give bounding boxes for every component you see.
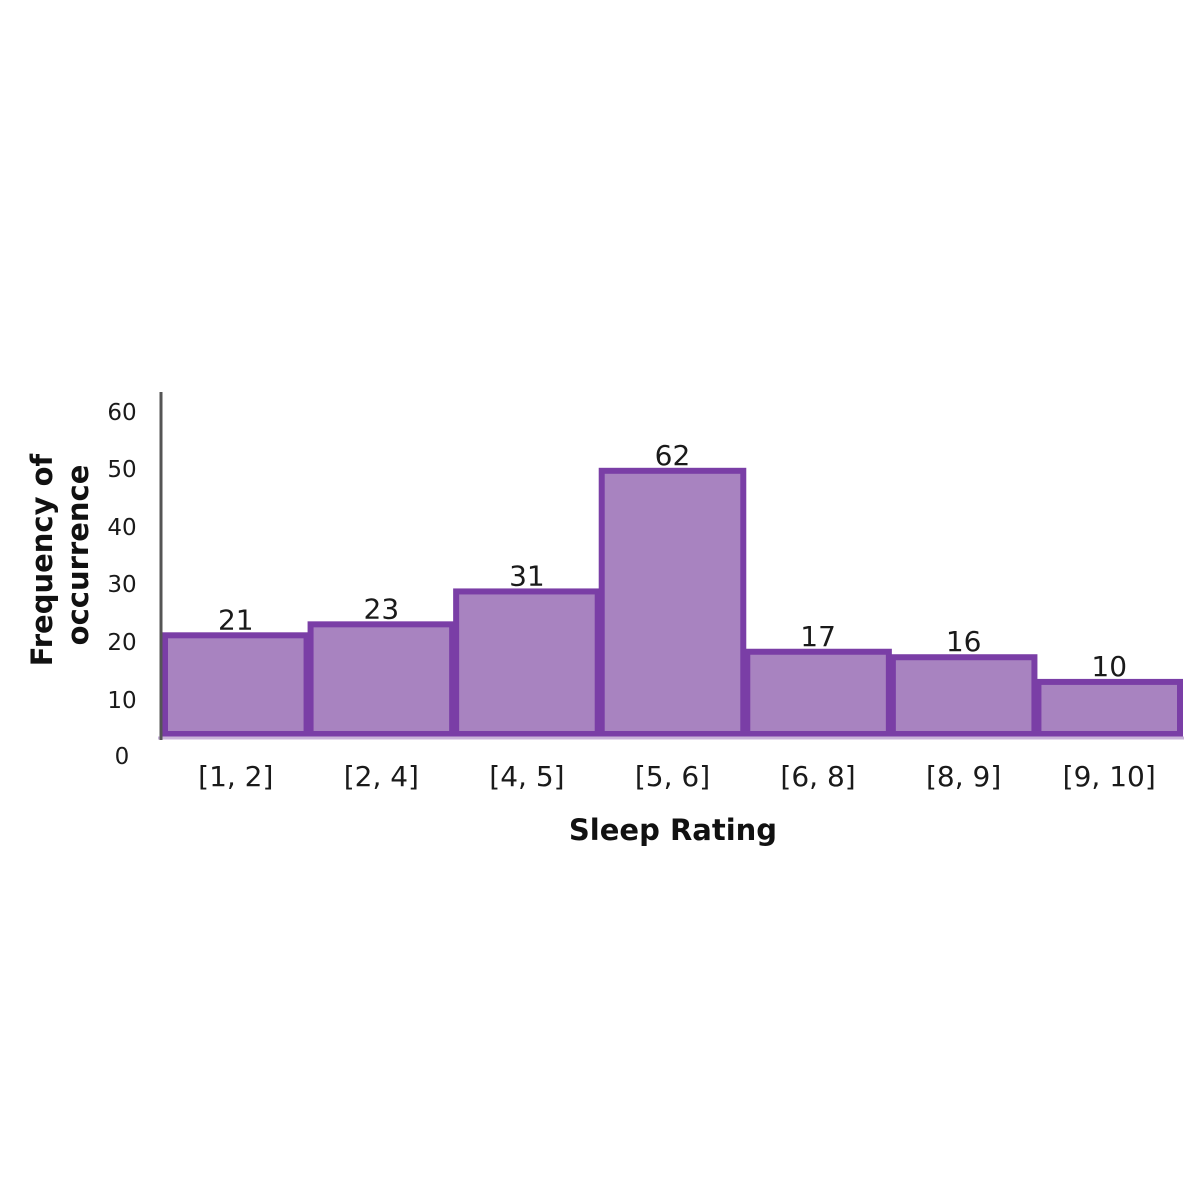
data-label: 31 (509, 559, 545, 592)
data-label: 23 (364, 592, 400, 625)
y-axis-title: Frequency of occurrence (25, 444, 95, 666)
data-label: 16 (946, 625, 982, 658)
y-tick-label: 40 (107, 515, 136, 541)
x-tick-labels: [1, 2] [2, 4] [4, 5] [5, 6] [6, 8] [8, 9] [9, … (198, 760, 1156, 793)
x-tick-label: [8, 9] (926, 760, 1001, 793)
x-tick-label: [4, 5] (489, 760, 564, 793)
bar-6 (889, 654, 1038, 738)
bar-2 (307, 621, 456, 737)
bars-layer (162, 467, 1184, 738)
data-label: 17 (800, 620, 836, 653)
x-tick-label: [1, 2] (198, 760, 273, 793)
bar-5 (744, 648, 892, 737)
bar-7 (1035, 678, 1184, 737)
bar-1 (162, 632, 310, 737)
data-label: 21 (218, 603, 254, 636)
y-tick-labels: 0 10 20 30 40 50 60 (107, 400, 136, 770)
x-tick-label: [2, 4] (344, 760, 419, 793)
data-label: 62 (655, 439, 691, 472)
y-tick-label: 20 (107, 630, 136, 656)
y-tick-label: 50 (107, 457, 136, 483)
y-axis-title-line-1: Frequency of (25, 453, 59, 666)
y-tick-label: 10 (107, 688, 136, 714)
y-tick-label: 60 (107, 400, 136, 426)
y-tick-label: 30 (107, 572, 136, 598)
x-tick-label: [6, 8] (780, 760, 855, 793)
y-axis-title-line-2: occurrence (61, 465, 95, 646)
bar-4 (598, 467, 747, 737)
x-axis-title: Sleep Rating (569, 813, 777, 847)
data-labels: 21 23 31 62 17 16 10 (218, 439, 1127, 683)
x-tick-label: [5, 6] (635, 760, 710, 793)
bar-3 (453, 588, 601, 738)
x-tick-label: [9, 10] (1063, 760, 1156, 793)
data-label: 10 (1091, 650, 1127, 683)
y-tick-label: 0 (115, 744, 130, 770)
